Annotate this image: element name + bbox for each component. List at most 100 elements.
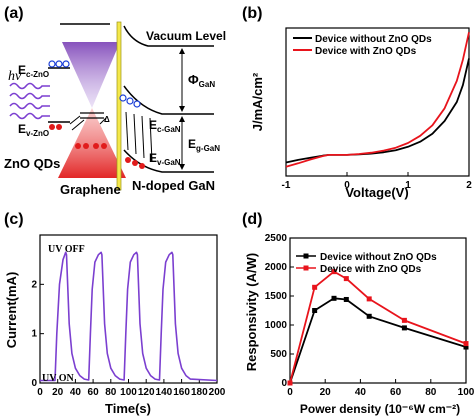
panel-d-xlabel: Power density (10⁻⁶W cm⁻²)	[300, 402, 460, 416]
panel-d-series-2-point	[331, 269, 337, 275]
phi-label: ΦGaN	[188, 72, 215, 89]
ec-gan-line	[123, 85, 214, 115]
panel-c-series-1-line	[40, 251, 218, 382]
panel-d-ytick-label: 2000	[265, 262, 288, 273]
eg-arrow-heads	[179, 116, 185, 170]
zno-electrons	[48, 60, 70, 68]
interface-layer	[116, 21, 122, 191]
panel-d-series-2-point	[401, 317, 407, 323]
graphene-lower-cone	[58, 108, 126, 178]
panel-c-xtick-label: 80	[105, 387, 117, 398]
panel-c-xtick-label: 140	[156, 387, 173, 398]
panel-d-xtick-label: 100	[458, 387, 474, 398]
panel-b: (b) -1 0 1 2 J/mA/cm² Voltage(V) Device wit…	[242, 5, 472, 200]
panel-d-series-1-point	[401, 325, 407, 331]
panel-b-ticks: -1 0 1 2	[282, 172, 472, 191]
panel-d-legend-marker-1	[303, 253, 309, 259]
panel-b-series-1-line	[285, 58, 470, 164]
panel-b-ylabel: J/mA/cm²	[250, 72, 265, 131]
graphene-holes	[75, 143, 107, 149]
panel-c-xtick-label: 180	[191, 387, 208, 398]
panel-c-xtick-label: 120	[138, 387, 155, 398]
panel-d-legend-marker-2	[303, 265, 309, 271]
vacuum-level-label: Vacuum Level	[146, 29, 226, 43]
panel-b-series-2-line	[285, 32, 470, 168]
panel-c: (c) 0 20 40 60 80 100 120 140 160 180 200 0 1 2 Curre…	[4, 211, 226, 416]
panel-d-xtick-label: 40	[355, 387, 367, 398]
panel-c-xtick-label: 160	[173, 387, 190, 398]
graphene-upper-cone	[62, 42, 120, 108]
uv-on-label: UV ON	[42, 373, 75, 384]
zno-holes	[49, 124, 62, 130]
ec-zno-label: Ec-ZnO	[18, 63, 49, 79]
panel-b-label: (b)	[242, 5, 262, 22]
panel-d-series-2-point	[287, 380, 293, 386]
panel-d-xtick-label: 20	[320, 387, 332, 398]
panel-d-series-1-point	[331, 295, 337, 301]
panel-b-xtick-label: 1	[405, 180, 411, 191]
gan-electrons	[119, 94, 141, 108]
hv-label: hν	[8, 69, 22, 84]
zno-qds-label: ZnO QDs	[4, 156, 60, 171]
panel-d-xtick-label: 0	[287, 387, 293, 398]
panel-b-legend-2: Device with ZnO QDs	[315, 46, 417, 57]
panel-c-xtick-label: 0	[37, 387, 43, 398]
panel-d-ylabel: Responsivity (A/W)	[244, 253, 259, 371]
graphene-label: Graphene	[60, 182, 121, 197]
panel-c-xtick-label: 100	[120, 387, 137, 398]
panel-c-xtick-label: 20	[52, 387, 64, 398]
panel-b-xtick-label: 2	[466, 180, 472, 191]
vacuum-level-line	[123, 25, 214, 47]
panel-d-ytick-label: 2500	[265, 233, 288, 244]
panel-d-legend-2: Device with ZnO QDs	[320, 264, 422, 275]
panel-d-ytick-label: 1500	[265, 291, 288, 302]
panel-d-xtick-label: 80	[425, 387, 437, 398]
panel-c-xtick-label: 200	[209, 387, 226, 398]
uv-off-label: UV OFF	[48, 244, 85, 255]
delta-label: Δ	[104, 115, 110, 124]
panel-b-xtick-label: 0	[344, 180, 350, 191]
ev-zno-label: Ev-ZnO	[18, 122, 49, 138]
panel-d-series-1-point	[312, 308, 318, 313]
panel-b-legend-1: Device without ZnO QDs	[315, 34, 432, 45]
panel-b-series	[285, 32, 470, 168]
panel-c-ticks: 0 20 40 60 80 100 120 140 160 180 200 0 1 2	[31, 279, 225, 398]
panel-c-xtick-label: 60	[88, 387, 100, 398]
panel-c-xtick-label: 40	[70, 387, 82, 398]
gan-holes	[125, 157, 145, 169]
panel-d-xtick-label: 60	[390, 387, 402, 398]
panel-c-ytick-label: 0	[31, 378, 37, 389]
eg-gan-label: Eg-GaN	[188, 137, 220, 153]
panel-d-series	[287, 269, 469, 386]
panel-b-xtick-label: -1	[282, 180, 291, 191]
panel-d-ytick-label: 0	[281, 378, 287, 389]
panel-c-ytick-label: 1	[31, 329, 37, 340]
light-waves	[9, 82, 50, 120]
ev-gan-label: Ev-GaN	[149, 151, 181, 167]
ec-gan-label: Ec-GaN	[149, 118, 181, 134]
panel-d-series-1-point	[366, 313, 372, 319]
panel-d-series-2-point	[312, 284, 318, 290]
panel-c-ytick-label: 2	[31, 279, 37, 290]
panel-d-series-2-point	[343, 276, 349, 282]
gan-excitation-arrows	[125, 111, 153, 162]
panel-b-plot-area	[285, 27, 470, 177]
panel-c-xlabel: Time(s)	[105, 401, 151, 416]
panel-d-series-1-point	[463, 344, 469, 350]
panel-a: (a) hν Ec-ZnO Ev-ZnO Δ	[4, 5, 226, 197]
panel-c-label: (c)	[4, 211, 24, 228]
panel-d-legend-1: Device without ZnO QDs	[320, 252, 437, 263]
panel-c-series	[40, 251, 218, 382]
panel-d-ytick-label: 500	[270, 349, 287, 360]
panel-a-label: (a)	[4, 5, 24, 22]
panel-d-series-2-point	[463, 341, 469, 347]
panel-b-xlabel: Voltage(V)	[345, 185, 408, 200]
panel-d-label: (d)	[242, 211, 262, 228]
panel-d-series-2-point	[366, 296, 372, 302]
panel-d-ytick-label: 1000	[265, 320, 288, 331]
transfer-arrows	[69, 115, 107, 131]
panel-c-ylabel: Current(mA)	[4, 272, 19, 349]
